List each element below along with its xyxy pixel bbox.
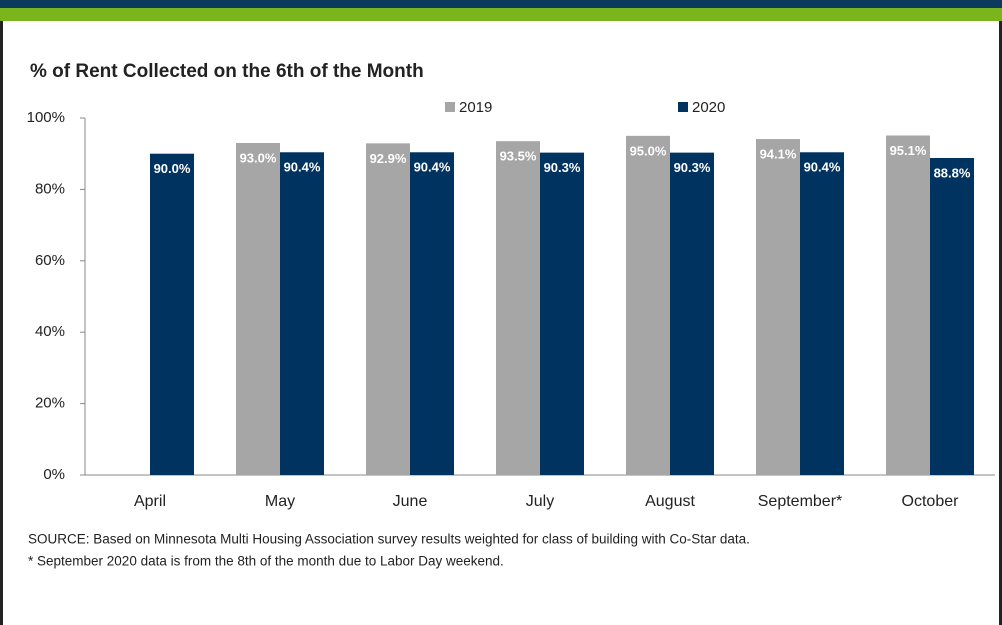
value-label: 95.1% <box>890 143 927 158</box>
legend-swatch <box>445 102 455 112</box>
value-label: 90.3% <box>544 160 581 175</box>
bar <box>540 152 584 475</box>
y-tick-label: 80% <box>35 180 65 197</box>
legend-swatch <box>678 102 688 112</box>
x-tick-label: April <box>134 493 166 510</box>
bar <box>410 152 454 475</box>
value-label: 90.4% <box>414 160 451 175</box>
footnote: * September 2020 data is from the 8th of… <box>28 554 504 569</box>
value-label: 90.4% <box>804 160 841 175</box>
left-border <box>0 21 3 625</box>
value-label: 95.0% <box>630 143 667 158</box>
x-tick-label: September* <box>758 493 843 510</box>
value-label: 92.9% <box>370 151 407 166</box>
value-label: 88.8% <box>934 165 971 180</box>
y-tick-label: 60% <box>35 252 65 269</box>
x-tick-label: October <box>902 493 960 510</box>
y-tick-label: 20% <box>35 395 65 412</box>
bar <box>150 153 194 475</box>
value-label: 93.5% <box>500 149 537 164</box>
bar <box>280 152 324 475</box>
value-label: 90.4% <box>284 160 321 175</box>
y-tick-label: 100% <box>27 109 65 126</box>
value-label: 94.1% <box>760 147 797 162</box>
bar <box>366 143 410 476</box>
right-border <box>999 21 1002 625</box>
x-tick-label: August <box>645 493 695 510</box>
value-label: 90.0% <box>154 161 191 176</box>
y-tick-label: 0% <box>43 466 65 483</box>
source-note: SOURCE: Based on Minnesota Multi Housing… <box>28 532 750 547</box>
legend-label: 2019 <box>459 99 492 116</box>
x-tick-label: June <box>393 493 428 510</box>
accent-band <box>0 8 1002 21</box>
y-tick-label: 40% <box>35 323 65 340</box>
value-label: 90.3% <box>674 160 711 175</box>
value-label: 93.0% <box>240 150 277 165</box>
legend-label: 2020 <box>692 99 725 116</box>
bar <box>236 142 280 476</box>
chart-title: % of Rent Collected on the 6th of the Mo… <box>30 61 424 82</box>
top-band <box>0 0 1002 8</box>
bar <box>496 141 540 475</box>
bar <box>930 157 974 475</box>
bar <box>626 135 670 475</box>
bar <box>886 135 930 476</box>
bar <box>756 139 800 476</box>
bar <box>670 152 714 475</box>
x-tick-label: May <box>265 493 295 510</box>
bar <box>800 152 844 475</box>
x-tick-label: July <box>526 493 554 510</box>
